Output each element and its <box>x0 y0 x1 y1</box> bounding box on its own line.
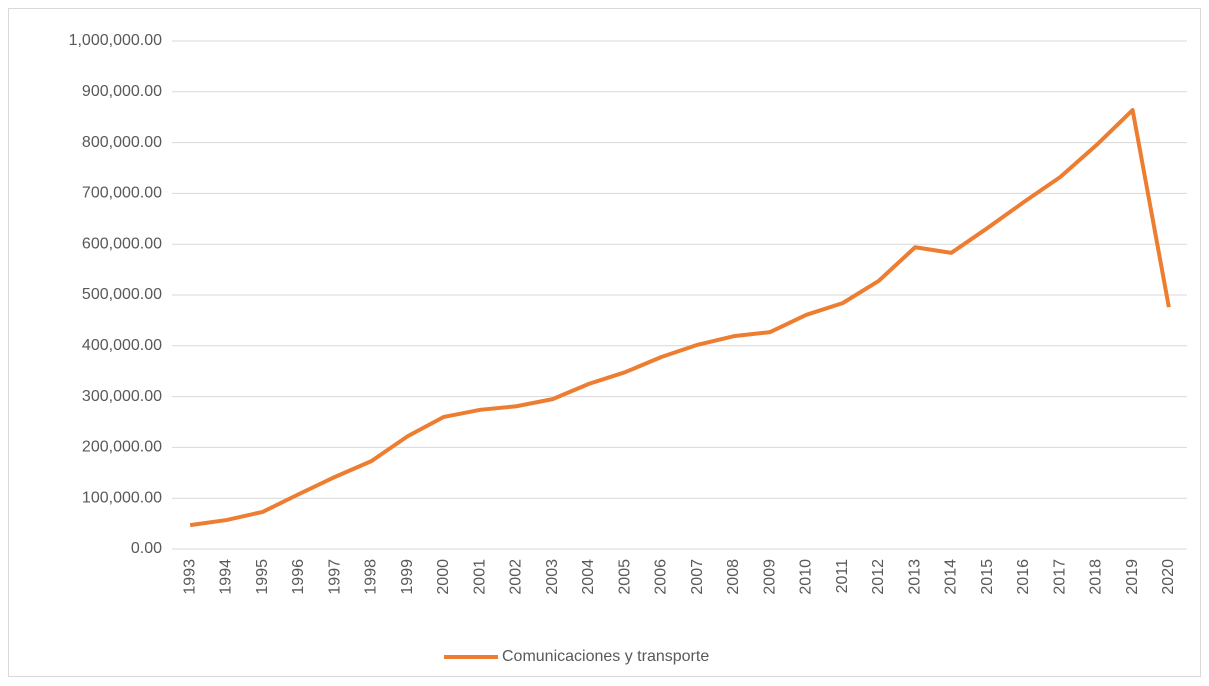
x-tick-label: 1997 <box>326 559 343 595</box>
y-tick-label: 1,000,000.00 <box>69 32 163 49</box>
x-tick-label: 2018 <box>1088 559 1105 595</box>
x-tick-label: 2004 <box>580 559 597 595</box>
y-tick-label: 400,000.00 <box>82 337 162 354</box>
x-tick-label: 1998 <box>363 559 380 595</box>
x-tick-label: 2003 <box>544 559 561 595</box>
x-tick-label: 2001 <box>471 559 488 595</box>
y-tick-label: 700,000.00 <box>82 185 162 202</box>
x-tick-label: 2005 <box>616 559 633 595</box>
y-tick-label: 300,000.00 <box>82 388 162 405</box>
x-tick-label: 2011 <box>834 559 851 594</box>
x-tick-label: 1994 <box>218 559 235 595</box>
y-tick-label: 500,000.00 <box>82 286 162 303</box>
x-tick-label: 2015 <box>979 559 996 595</box>
x-tick-label: 2000 <box>435 559 452 595</box>
y-tick-label: 200,000.00 <box>82 439 162 456</box>
x-tick-label: 1993 <box>181 559 198 595</box>
x-tick-label: 2013 <box>906 559 923 595</box>
x-tick-label: 2010 <box>798 559 815 595</box>
x-tick-label: 2012 <box>870 559 887 595</box>
x-tick-label: 2006 <box>653 559 670 595</box>
legend-label: Comunicaciones y transporte <box>502 648 709 665</box>
y-tick-label: 100,000.00 <box>82 489 162 506</box>
x-tick-label: 2016 <box>1015 559 1032 595</box>
y-tick-label: 800,000.00 <box>82 134 162 151</box>
x-tick-label: 2007 <box>689 559 706 595</box>
x-tick-label: 2019 <box>1124 559 1141 595</box>
x-tick-label: 2017 <box>1051 559 1068 595</box>
x-tick-label: 1996 <box>290 559 307 595</box>
series-line <box>189 108 1171 528</box>
x-tick-label: 2014 <box>943 559 960 595</box>
y-tick-label: 600,000.00 <box>82 235 162 252</box>
x-tick-label: 2009 <box>761 559 778 595</box>
y-tick-label: 0.00 <box>131 540 162 557</box>
x-tick-label: 2008 <box>725 559 742 595</box>
chart-border <box>8 8 1201 677</box>
y-tick-label: 900,000.00 <box>82 83 162 100</box>
x-tick-label: 1999 <box>399 559 416 595</box>
x-tick-label: 2002 <box>508 559 525 595</box>
x-tick-label: 1995 <box>254 559 271 595</box>
x-tick-label: 2020 <box>1160 559 1177 595</box>
